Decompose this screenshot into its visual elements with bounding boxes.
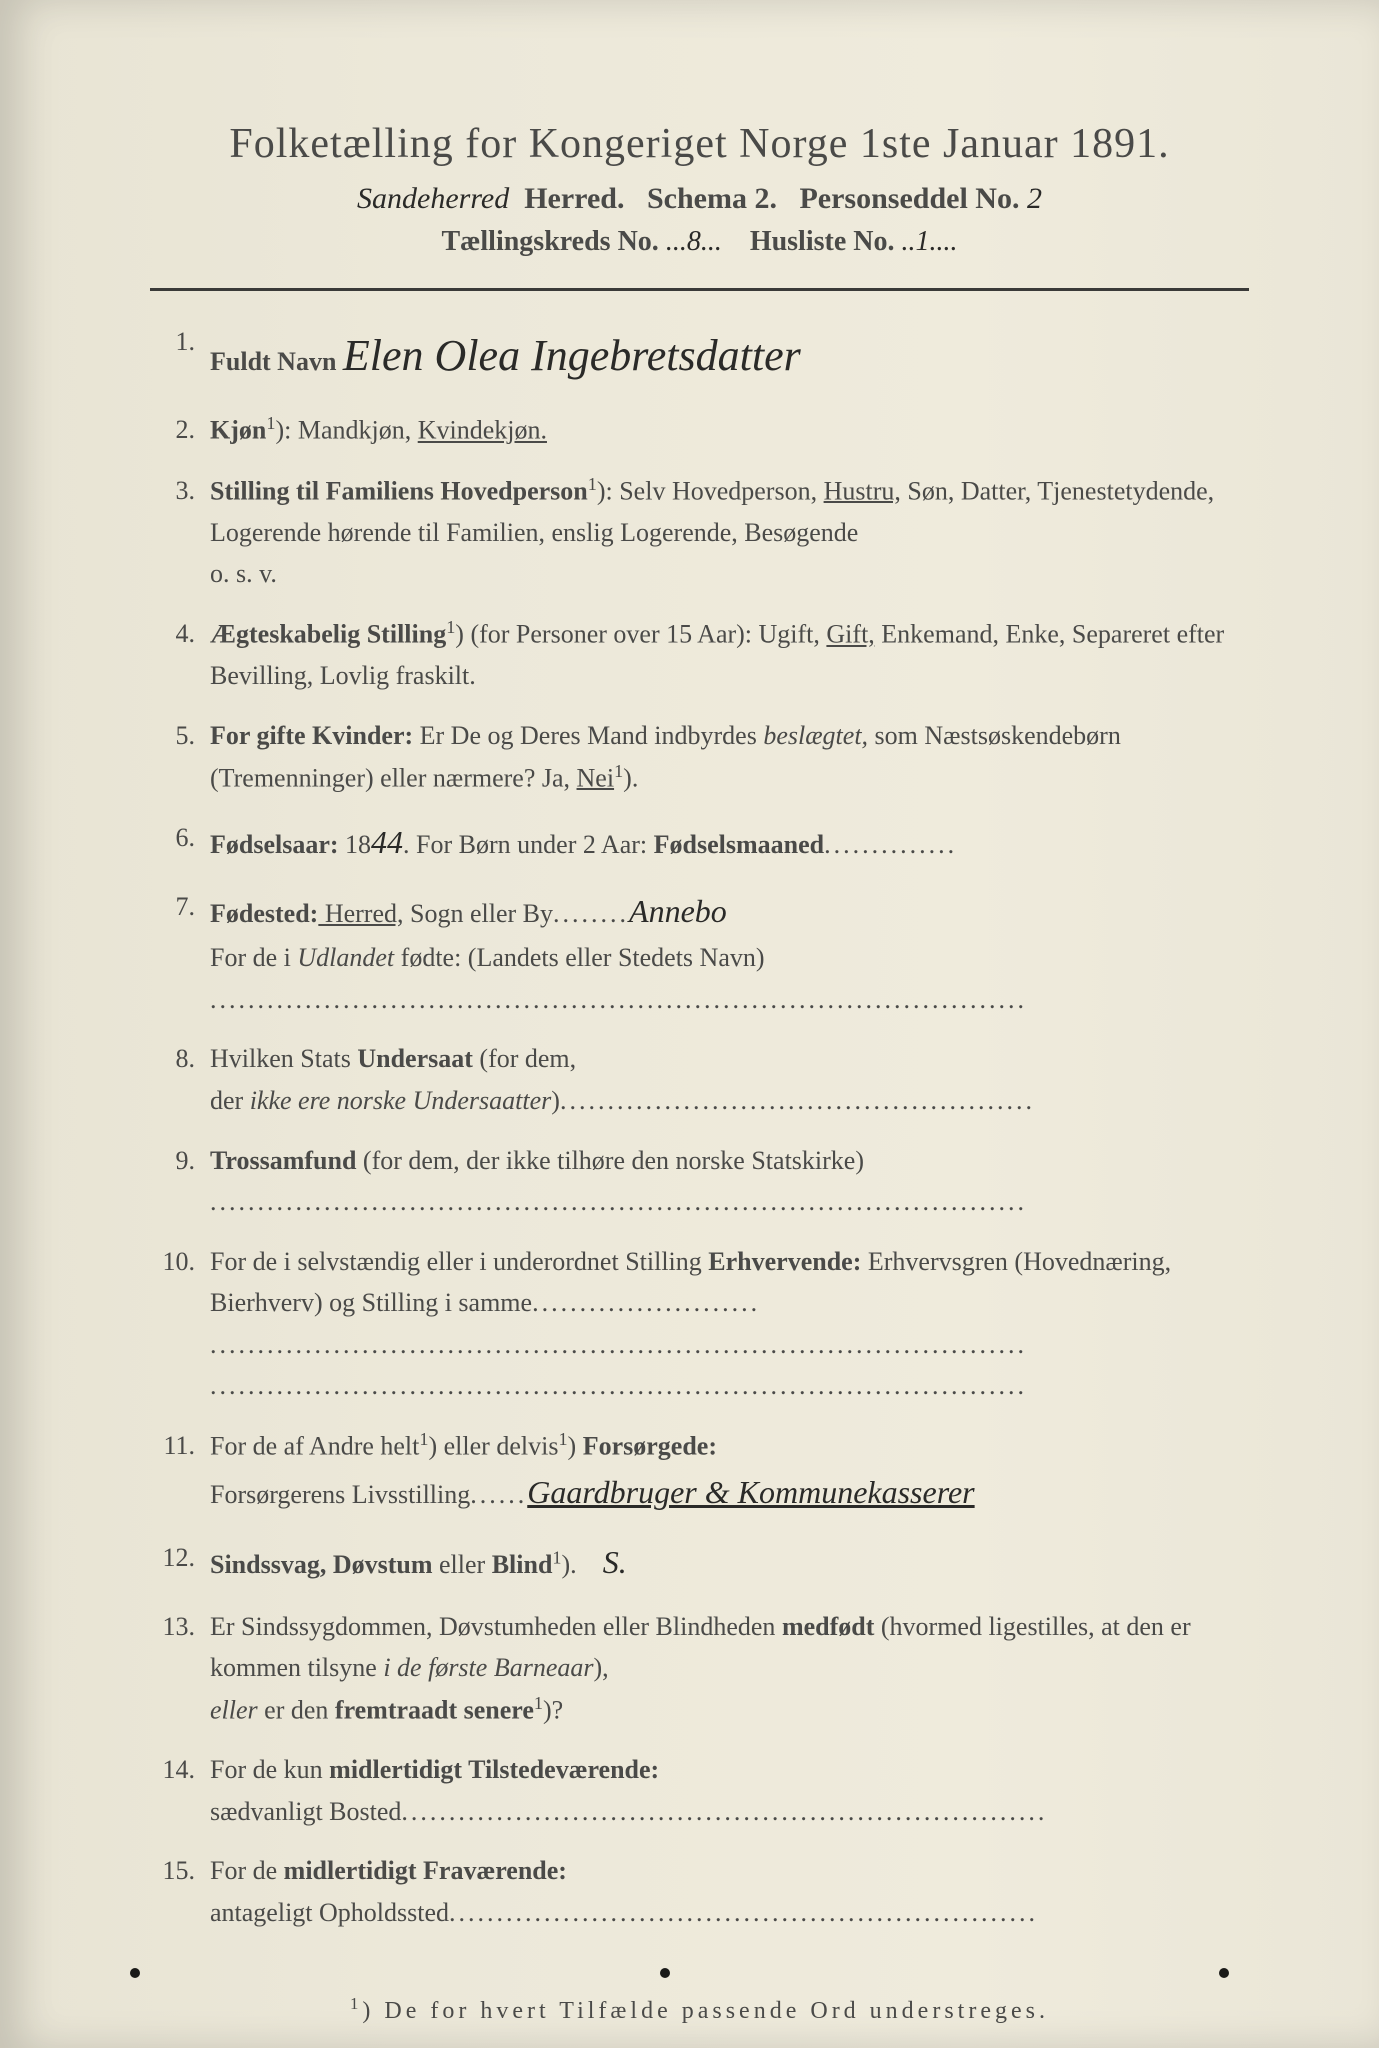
herred-value: Sandeherred [357,182,509,215]
census-form-page: Folketælling for Kongeriget Norge 1ste J… [0,0,1379,2048]
birthplace-value: Annebo [629,893,727,929]
marital-selected: Gift, [826,620,874,649]
field-1-name: 1. Fuldt Navn Elen Olea Ingebretsdatter [150,321,1249,391]
name-value: Elen Olea Ingebretsdatter [343,331,801,380]
husliste-label: Husliste No. [729,226,895,257]
field-3-position: 3. Stilling til Familiens Hovedperson1):… [150,470,1249,595]
field-13-congenital: 13. Er Sindssygdommen, Døvstumheden elle… [150,1606,1249,1731]
header-divider [150,288,1249,291]
punch-hole-left [130,1968,140,1978]
field-14-present: 14. For de kun midlertidigt Tilstedevære… [150,1749,1249,1832]
footnote: 1) De for hvert Tilfælde passende Ord un… [150,1994,1249,2025]
header-line-1: Sandeherred Herred. Schema 2. Personsedd… [150,182,1249,216]
field-9-religion: 9. Trossamfund (for dem, der ikke tilhør… [150,1140,1249,1223]
related-selected: Nei [577,763,615,792]
form-header: Folketælling for Kongeriget Norge 1ste J… [150,120,1249,258]
field-6-birthyear: 6. Fødselsaar: 1844. For Børn under 2 Aa… [150,817,1249,868]
position-selected: Hustru, [824,476,901,505]
punch-hole-right [1219,1968,1229,1978]
personseddel-label: Personseddel No. [784,182,1019,215]
header-line-2: Tællingskreds No. ...8... Husliste No. .… [150,226,1249,258]
kreds-label: Tællingskreds No. [441,226,658,257]
disability-value: S. [603,1544,627,1580]
punch-hole-mid [660,1968,670,1978]
field-10-occupation: 10. For de i selvstændig eller i underor… [150,1241,1249,1407]
birthyear-value: 44 [371,824,403,860]
field-7-birthplace: 7. Fødested: Herred, Sogn eller By......… [150,886,1249,1020]
schema-label: Schema 2. [632,182,777,215]
kreds-value: ...8... [666,226,722,257]
field-15-absent: 15. For de midlertidigt Fraværende: anta… [150,1850,1249,1933]
herred-label: Herred. [517,182,625,215]
personseddel-value: 2 [1027,182,1042,215]
field-2-gender: 2. Kjøn1): Mandkjøn, Kvindekjøn. [150,409,1249,451]
field-8-citizen: 8. Hvilken Stats Undersaat (for dem, der… [150,1038,1249,1121]
husliste-value: ..1.... [902,226,958,257]
form-title: Folketælling for Kongeriget Norge 1ste J… [150,120,1249,168]
gender-selected: Kvindekjøn. [418,416,547,445]
field-4-marital: 4. Ægteskabelig Stilling1) (for Personer… [150,613,1249,697]
field-12-disability: 12. Sindssvag, Døvstum eller Blind1). S. [150,1537,1249,1588]
provider-value: Gaardbruger & Kommunekasserer [527,1474,974,1510]
field-11-supported: 11. For de af Andre helt1) eller delvis1… [150,1425,1249,1518]
field-5-related: 5. For gifte Kvinder: Er De og Deres Man… [150,715,1249,799]
